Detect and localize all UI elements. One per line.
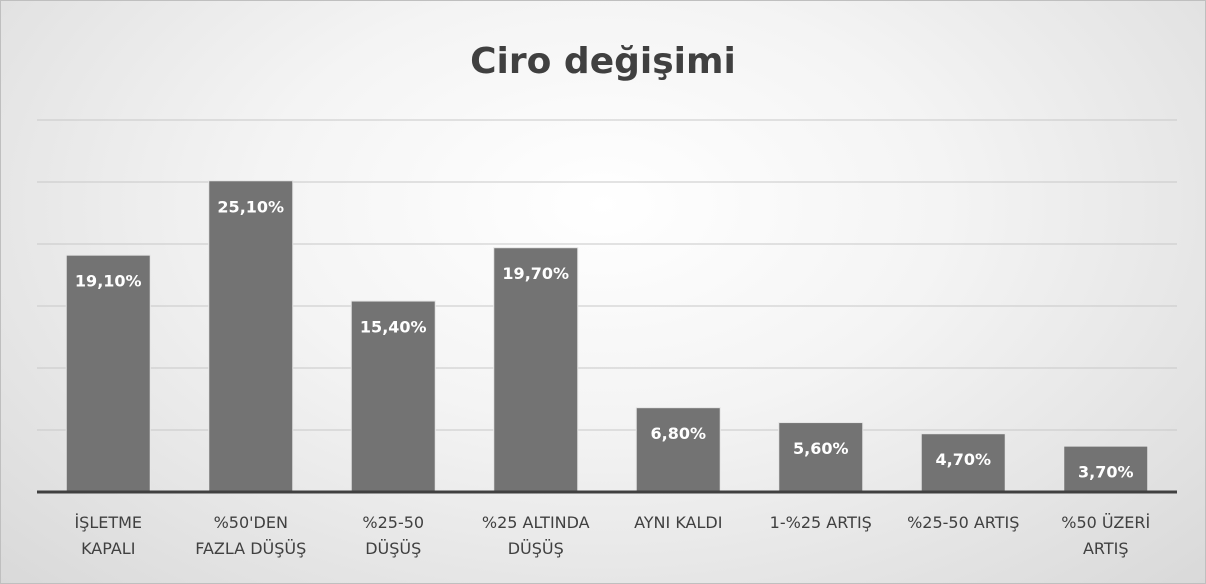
- bar: [493, 247, 579, 493]
- data-label: 19,10%: [75, 272, 142, 291]
- x-tick-label: %25-50 DÜŞÜŞ: [362, 513, 425, 558]
- data-label: 3,70%: [1078, 463, 1134, 482]
- chart-title: Ciro değişimi: [470, 41, 736, 82]
- bar: [1063, 445, 1149, 493]
- x-tick-label: %50 ÜZERİ ARTIŞ: [1061, 513, 1151, 558]
- bar: [635, 407, 721, 493]
- bar: [208, 180, 294, 493]
- x-tick-label: AYNI KALDI: [634, 513, 723, 532]
- bar: [920, 433, 1006, 493]
- data-label: 19,70%: [502, 264, 569, 283]
- x-tick-label: %25-50 ARTIŞ: [907, 513, 1020, 532]
- data-label: 5,60%: [793, 439, 849, 458]
- x-tick-label: %25 ALTINDA DÜŞÜŞ: [481, 513, 590, 558]
- x-tick-label: %50'DEN FAZLA DÜŞÜŞ: [195, 513, 307, 558]
- data-label: 6,80%: [650, 424, 706, 443]
- x-tick-label: 1-%25 ARTIŞ: [769, 513, 872, 532]
- bar: [65, 254, 151, 493]
- data-label: 4,70%: [935, 450, 991, 469]
- data-label: 15,40%: [360, 318, 427, 337]
- data-label: 25,10%: [217, 197, 284, 216]
- bar: [778, 422, 864, 493]
- x-tick-label: İŞLETME KAPALI: [74, 513, 143, 558]
